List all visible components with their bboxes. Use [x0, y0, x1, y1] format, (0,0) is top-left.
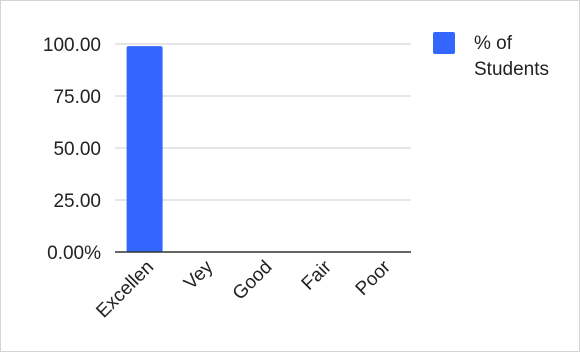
bars [126, 46, 163, 252]
legend-swatch [433, 32, 455, 54]
gridlines [115, 43, 411, 201]
x-axis-ticks: Excellen Vey Good Fair Poor [92, 256, 395, 322]
x-tick-label: Poor [352, 256, 396, 300]
y-tick-label: 0.00% [47, 243, 101, 264]
x-tick-label: Good [229, 257, 277, 305]
legend: % of Students [433, 32, 549, 80]
y-tick-label: 75.00 [53, 87, 101, 108]
bar-excellen [126, 46, 163, 252]
y-axis-ticks: 0.00% 25.00 50.00 75.00 100.00 [43, 35, 101, 264]
x-tick-label: Excellen [92, 257, 158, 323]
y-tick-label: 50.00 [53, 139, 101, 160]
y-tick-label: 100.00 [43, 35, 101, 56]
y-tick-label: 25.00 [53, 191, 101, 212]
legend-label-line-2: Students [474, 59, 549, 80]
bar-chart: 0.00% 25.00 50.00 75.00 100.00 Excellen Vey Go… [43, 32, 549, 322]
x-tick-label: Fair [298, 256, 336, 294]
legend-label-line-1: % of [474, 33, 513, 54]
x-tick-label: Vey [180, 256, 218, 294]
